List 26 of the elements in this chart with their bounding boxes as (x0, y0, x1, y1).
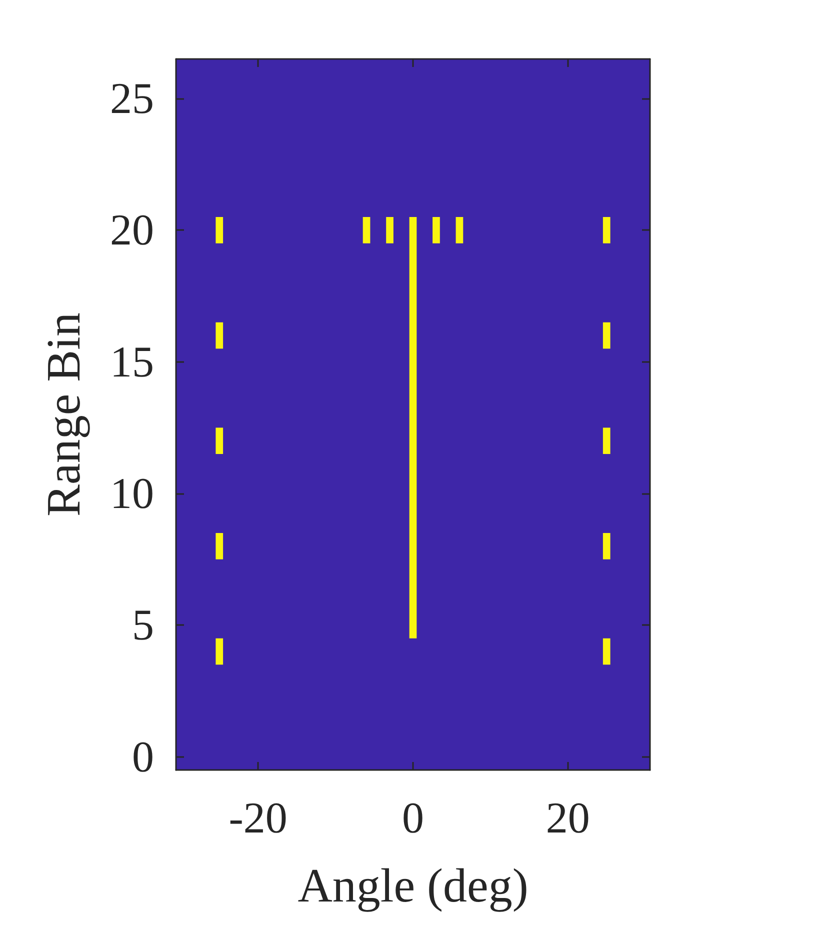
y-tick-label: 20 (110, 206, 154, 255)
x-tick-label: 0 (402, 794, 424, 842)
y-axis-title: Range Bin (38, 312, 90, 516)
y-tick-label: 10 (110, 469, 154, 518)
bar (386, 217, 394, 244)
bar (602, 638, 610, 665)
bar (602, 322, 610, 349)
x-tick-label: 20 (546, 794, 590, 842)
bar (216, 533, 224, 560)
bar (362, 217, 370, 244)
bar (216, 217, 224, 244)
bar (216, 638, 224, 665)
bar (602, 428, 610, 454)
x-axis-title: Angle (deg) (298, 860, 528, 912)
bar (409, 217, 417, 638)
x-tick-label: -20 (228, 794, 288, 842)
bar (602, 217, 610, 244)
bar (216, 322, 224, 349)
y-tick-label: 25 (110, 74, 154, 123)
bar (456, 217, 464, 244)
y-tick-label: 15 (110, 337, 154, 386)
y-tick-label: 5 (132, 600, 154, 650)
bar (432, 217, 440, 244)
bar (216, 428, 224, 454)
bar (602, 533, 610, 560)
y-tick-label: 0 (132, 732, 154, 782)
